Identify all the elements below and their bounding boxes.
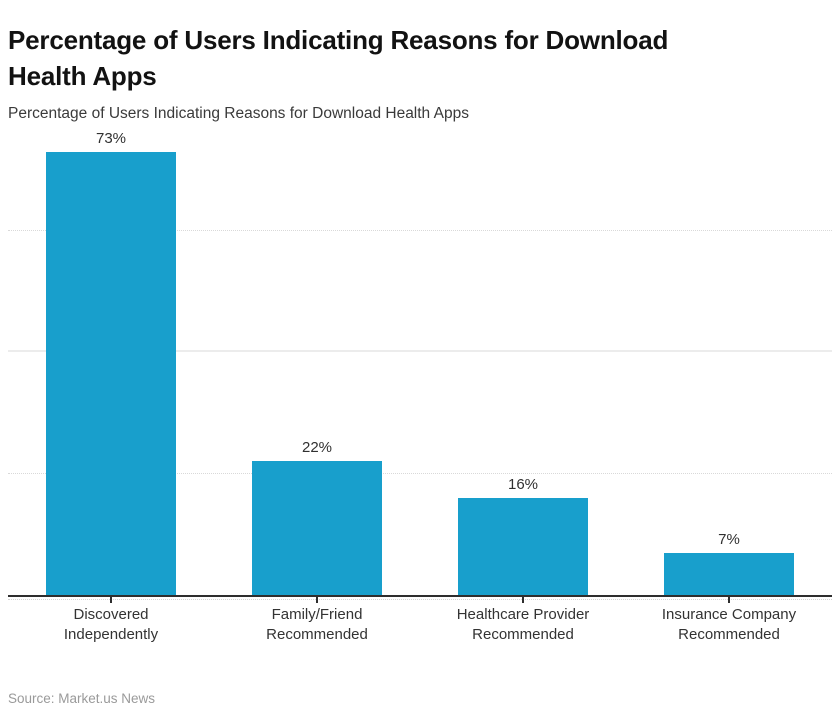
axis-tick — [522, 597, 524, 603]
x-axis-labels: Discovered Independently Family/Friend Re… — [8, 605, 832, 651]
bar-slot: 22% — [214, 119, 420, 603]
gridline-20 — [8, 472, 832, 474]
value-label: 7% — [718, 530, 740, 548]
value-label: 22% — [301, 439, 333, 457]
axis-tick — [316, 597, 318, 603]
bar-slot: 16% — [420, 119, 626, 603]
bar — [252, 461, 382, 595]
gridline-60 — [8, 229, 832, 231]
chart-subtitle: Percentage of Users Indicating Reasons f… — [8, 104, 469, 122]
source-attribution: Source: Market.us News — [8, 690, 156, 706]
category-label: Insurance Company Recommended — [661, 606, 797, 643]
value-label: 16% — [507, 475, 539, 493]
bar — [664, 552, 794, 595]
axis-tick — [110, 597, 112, 603]
category-label: Family/Friend Recommended — [266, 606, 368, 643]
axis-tick — [728, 597, 730, 603]
bar-slot: 73% — [8, 119, 214, 603]
plot-area: 73% 22% 16% 7% — [8, 119, 832, 603]
gridline-40 — [8, 350, 832, 353]
bar — [46, 151, 176, 595]
category-label: Healthcare Provider Recommended — [456, 606, 590, 643]
value-label: 73% — [95, 129, 127, 147]
bar-slot: 7% — [626, 119, 832, 603]
bar — [458, 497, 588, 595]
chart-title: Percentage of Users Indicating Reasons f… — [8, 25, 669, 92]
axis-baseline-dotted — [8, 599, 832, 600]
category-label: Discovered Independently — [63, 606, 159, 643]
